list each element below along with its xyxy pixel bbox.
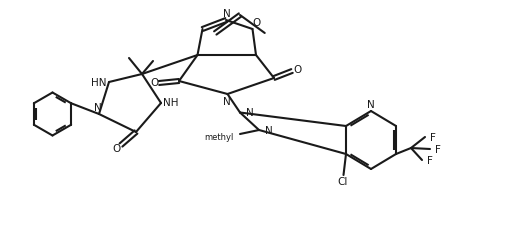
Text: N: N — [94, 103, 102, 112]
Text: F: F — [426, 155, 432, 165]
Text: F: F — [429, 132, 436, 142]
Text: F: F — [435, 144, 440, 154]
Text: N: N — [367, 99, 375, 109]
Text: O: O — [150, 78, 158, 88]
Text: O: O — [112, 144, 121, 154]
Text: N: N — [265, 126, 273, 136]
Text: O: O — [293, 65, 301, 75]
Text: N: N — [223, 97, 231, 106]
Text: HN: HN — [90, 77, 106, 87]
Text: NH: NH — [163, 98, 179, 108]
Text: N: N — [246, 108, 254, 117]
Text: methyl: methyl — [205, 133, 234, 142]
Text: N: N — [223, 9, 230, 19]
Text: O: O — [252, 18, 261, 28]
Text: Cl: Cl — [338, 177, 348, 187]
